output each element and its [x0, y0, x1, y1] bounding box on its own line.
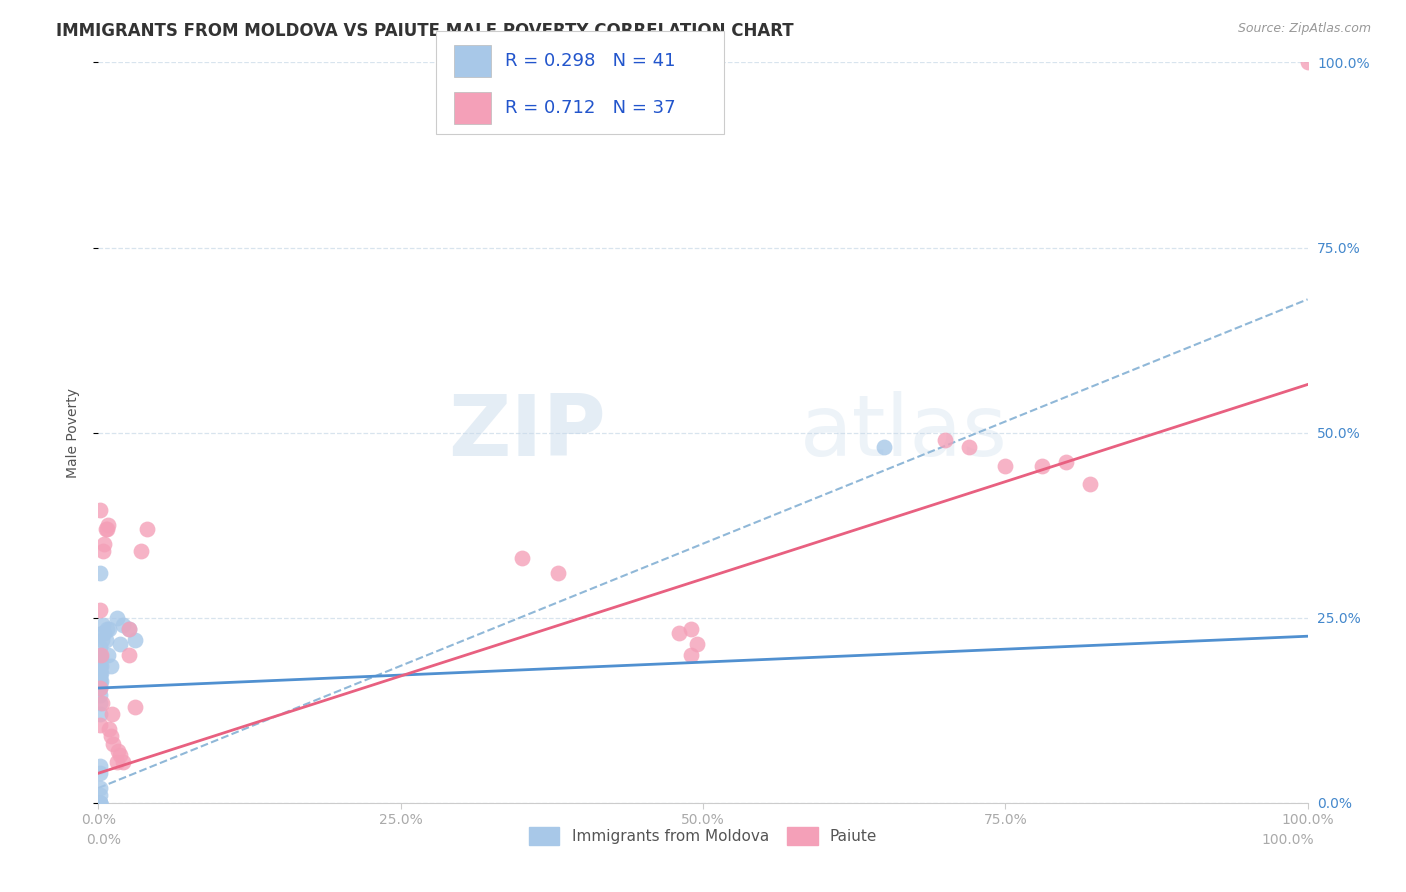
Point	[118, 622, 141, 636]
Text: IMMIGRANTS FROM MOLDOVA VS PAIUTE MALE POVERTY CORRELATION CHART: IMMIGRANTS FROM MOLDOVA VS PAIUTE MALE P…	[56, 22, 794, 40]
Point	[96, 522, 118, 536]
Text: 100.0%: 100.0%	[1261, 832, 1313, 847]
Point	[94, 522, 117, 536]
Point	[89, 766, 111, 780]
Text: R = 0.298   N = 41: R = 0.298 N = 41	[505, 53, 675, 70]
Point	[129, 544, 152, 558]
Text: atlas: atlas	[800, 391, 1008, 475]
Point	[124, 632, 146, 647]
Text: Source: ZipAtlas.com: Source: ZipAtlas.com	[1237, 22, 1371, 36]
Point	[100, 658, 122, 673]
Point	[93, 536, 115, 550]
Point	[89, 655, 111, 669]
Point	[89, 603, 111, 617]
Point	[89, 696, 111, 710]
Point	[89, 780, 111, 795]
Point	[100, 706, 122, 721]
Point	[873, 441, 896, 455]
Point	[89, 658, 111, 673]
Point	[90, 651, 112, 665]
Point	[89, 796, 111, 810]
Text: 0.0%: 0.0%	[86, 832, 121, 847]
Point	[96, 622, 118, 636]
Point	[510, 551, 533, 566]
Point	[101, 737, 124, 751]
Point	[89, 651, 111, 665]
Point	[89, 689, 111, 703]
Legend: Immigrants from Moldova, Paiute: Immigrants from Moldova, Paiute	[523, 821, 883, 851]
Point	[89, 796, 111, 810]
Point	[91, 696, 114, 710]
Point	[89, 648, 111, 662]
Point	[994, 458, 1017, 473]
Point	[105, 755, 128, 769]
Point	[89, 789, 111, 803]
Point	[957, 441, 980, 455]
Point	[89, 566, 111, 581]
Point	[98, 622, 121, 636]
Point	[89, 677, 111, 691]
Point	[111, 618, 134, 632]
Point	[91, 625, 114, 640]
Point	[89, 796, 111, 810]
Point	[90, 648, 112, 662]
Point	[1296, 55, 1319, 70]
Point	[90, 666, 112, 681]
Point	[89, 681, 111, 695]
Point	[1054, 455, 1077, 469]
Point	[90, 658, 112, 673]
Point	[89, 706, 111, 721]
Point	[686, 637, 709, 651]
Point	[91, 632, 114, 647]
Point	[107, 744, 129, 758]
Point	[98, 722, 121, 736]
Text: R = 0.712   N = 37: R = 0.712 N = 37	[505, 99, 675, 117]
Point	[89, 670, 111, 684]
Point	[668, 625, 690, 640]
Point	[93, 625, 115, 640]
Point	[124, 699, 146, 714]
Point	[89, 681, 111, 695]
Point	[547, 566, 569, 581]
Point	[89, 503, 111, 517]
Point	[679, 648, 702, 662]
Point	[135, 522, 157, 536]
Point	[89, 758, 111, 772]
Point	[111, 755, 134, 769]
Point	[108, 747, 131, 762]
Point	[1031, 458, 1053, 473]
Point	[105, 610, 128, 624]
Point	[108, 637, 131, 651]
Point	[90, 673, 112, 688]
Point	[97, 648, 120, 662]
Point	[100, 729, 122, 743]
Point	[118, 648, 141, 662]
Point	[89, 796, 111, 810]
Point	[1078, 477, 1101, 491]
Point	[91, 618, 114, 632]
Point	[679, 622, 702, 636]
Point	[97, 518, 120, 533]
Point	[118, 622, 141, 636]
Point	[94, 632, 117, 647]
Point	[89, 673, 111, 688]
Point	[91, 544, 114, 558]
Point	[89, 640, 111, 655]
Point	[89, 666, 111, 681]
Point	[89, 718, 111, 732]
Y-axis label: Male Poverty: Male Poverty	[66, 388, 80, 477]
Point	[934, 433, 956, 447]
Text: ZIP: ZIP	[449, 391, 606, 475]
